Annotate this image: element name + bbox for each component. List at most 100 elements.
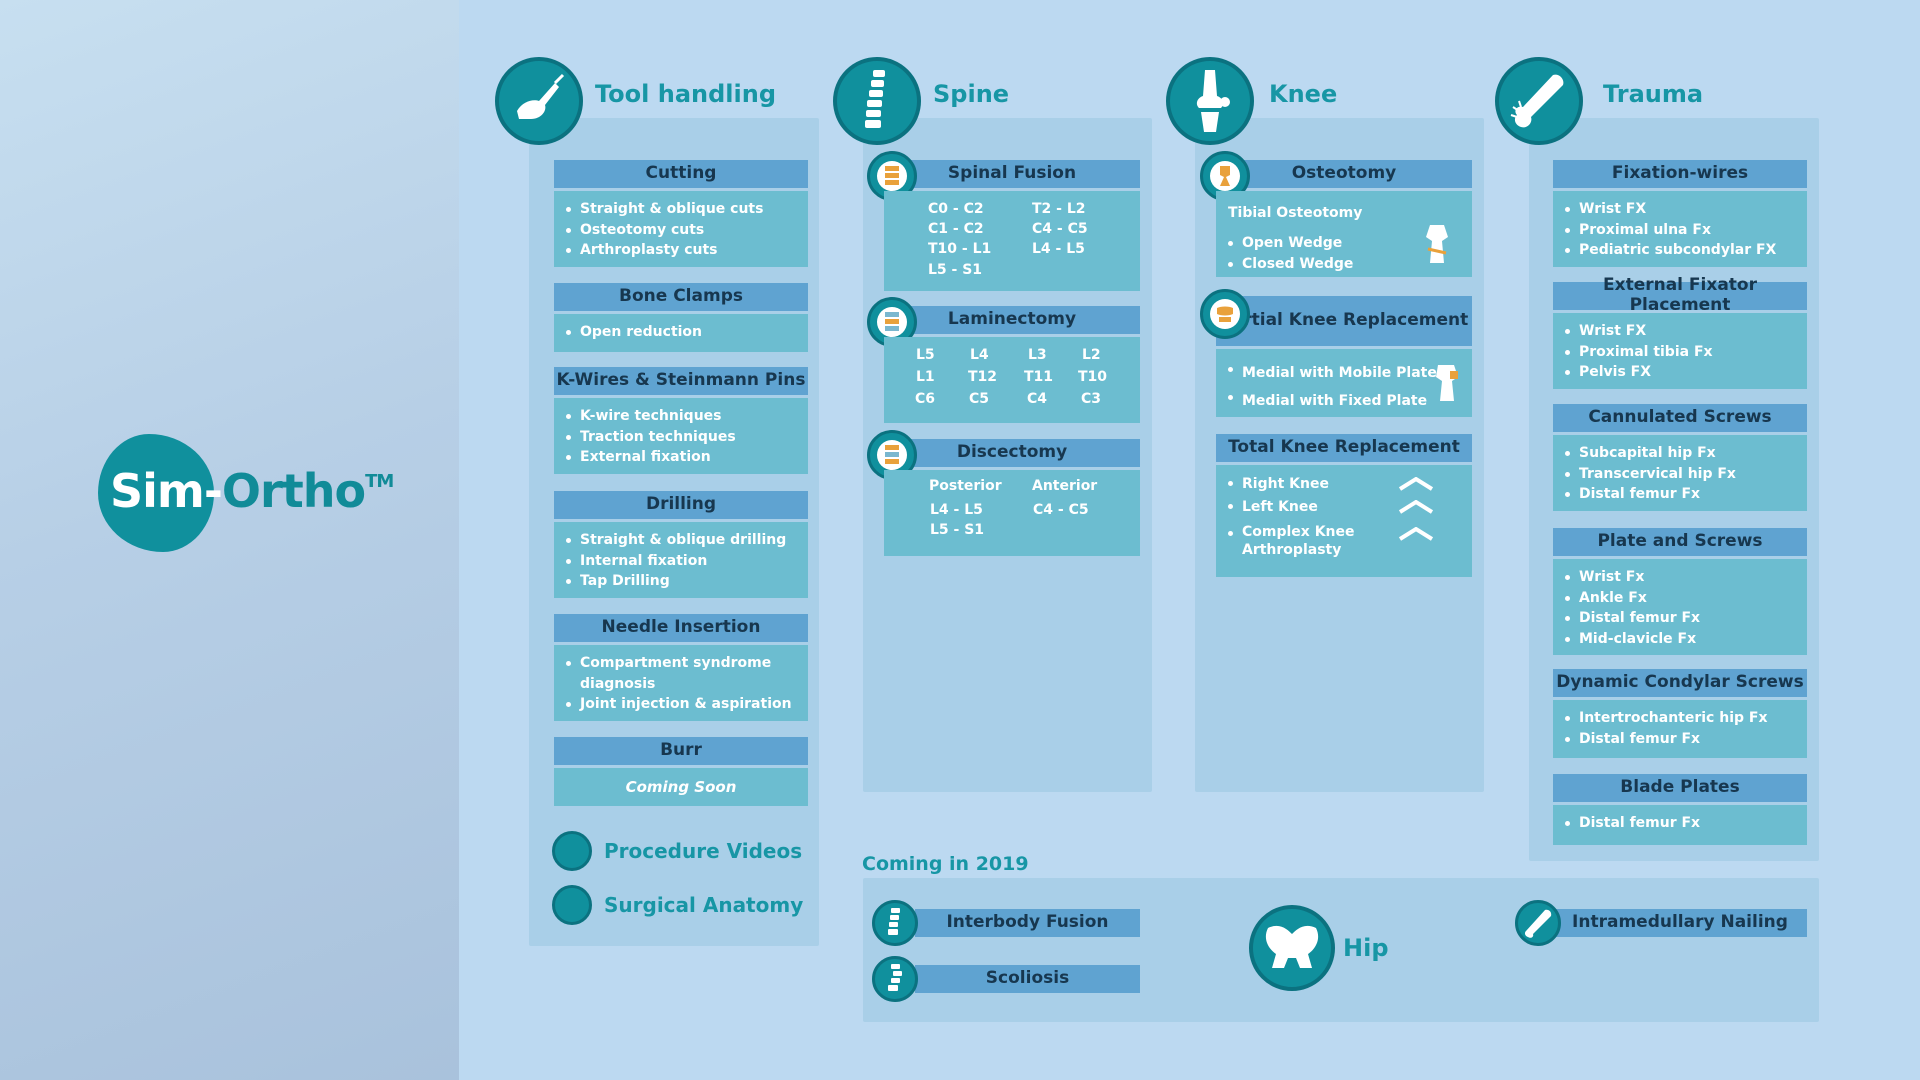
list-item[interactable]: Wrist FX — [1565, 321, 1807, 342]
fusion-level[interactable]: C0 - C2 — [928, 201, 984, 217]
list-item[interactable]: Compartment syndrome diagnosis — [566, 653, 808, 694]
laminectomy-level[interactable]: T12 — [968, 369, 998, 385]
logo-text: Sim-OrthoTM — [110, 464, 394, 518]
burr-header[interactable]: Burr — [554, 737, 808, 765]
partial-knee-header[interactable]: Partial Knee Replacement — [1216, 296, 1472, 346]
list-item[interactable]: Proximal tibia Fx — [1565, 342, 1807, 363]
broken-bone-icon[interactable] — [1495, 57, 1583, 145]
partial-knee-icon[interactable] — [1200, 289, 1250, 339]
list-item[interactable]: Open reduction — [566, 322, 808, 343]
list-item[interactable]: Arthroplasty cuts — [566, 240, 808, 261]
list-item[interactable]: Straight & oblique cuts — [566, 199, 808, 220]
laminectomy-level[interactable]: L2 — [1082, 347, 1101, 363]
k-wires-header[interactable]: K-Wires & Steinmann Pins — [554, 367, 808, 395]
needle-insertion-header[interactable]: Needle Insertion — [554, 614, 808, 642]
fusion-level[interactable]: T10 - L1 — [928, 241, 992, 257]
list-item[interactable]: Closed Wedge — [1228, 254, 1472, 275]
bone-clamps-header[interactable]: Bone Clamps — [554, 283, 808, 311]
laminectomy-level[interactable]: T11 — [1024, 369, 1054, 385]
tool-handling-title[interactable]: Tool handling — [595, 80, 777, 108]
list-item[interactable]: Tap Drilling — [566, 571, 808, 592]
spinal-fusion-header[interactable]: Spinal Fusion — [884, 160, 1140, 188]
list-item[interactable]: Pelvis FX — [1565, 362, 1807, 383]
laminectomy-level[interactable]: L1 — [916, 369, 935, 385]
dynamic-condylar-header[interactable]: Dynamic Condylar Screws — [1553, 669, 1807, 697]
hip-title[interactable]: Hip — [1343, 934, 1389, 962]
fusion-level[interactable]: T2 - L2 — [1032, 201, 1086, 217]
laminectomy-level[interactable]: C3 — [1081, 391, 1102, 407]
list-item[interactable]: Medial with Mobile Plate — [1228, 359, 1472, 387]
external-fixator-header[interactable]: External Fixator Placement — [1553, 276, 1807, 315]
blade-plates-header[interactable]: Blade Plates — [1553, 774, 1807, 802]
knee-joint-icon[interactable] — [1166, 57, 1254, 145]
spine-icon[interactable] — [833, 57, 921, 145]
laminectomy-level[interactable]: T10 — [1078, 369, 1108, 385]
nailing-bone-icon[interactable] — [1515, 900, 1561, 946]
fusion-level[interactable]: L5 - S1 — [928, 262, 983, 278]
discectomy-level[interactable]: L4 - L5 — [930, 502, 983, 518]
list-item[interactable]: Medial with Fixed Plate — [1228, 387, 1472, 415]
drilling-header[interactable]: Drilling — [554, 491, 808, 519]
surgical-anatomy-icon[interactable] — [552, 885, 592, 925]
cutting-header[interactable]: Cutting — [554, 160, 808, 188]
list-item[interactable]: Traction techniques — [566, 427, 808, 448]
list-item[interactable]: Wrist Fx — [1565, 567, 1807, 588]
discectomy-level[interactable]: C4 - C5 — [1033, 502, 1089, 518]
spinal-fusion-body: C0 - C2 C1 - C2 T10 - L1 L5 - S1 T2 - L2… — [884, 191, 1140, 291]
list-item[interactable]: Straight & oblique drilling — [566, 530, 808, 551]
discectomy-level[interactable]: L5 - S1 — [930, 522, 985, 538]
cannulated-screws-header[interactable]: Cannulated Screws — [1553, 404, 1807, 432]
list-item[interactable]: Left Knee — [1228, 496, 1472, 519]
list-item[interactable]: Intertrochanteric hip Fx — [1565, 708, 1807, 729]
knee-title[interactable]: Knee — [1269, 80, 1338, 108]
list-item[interactable]: Proximal ulna Fx — [1565, 220, 1807, 241]
list-item[interactable]: Transcervical hip Fx — [1565, 464, 1807, 485]
laminectomy-level[interactable]: L4 — [970, 347, 989, 363]
trauma-title[interactable]: Trauma — [1603, 80, 1704, 108]
laminectomy-level[interactable]: C5 — [969, 391, 990, 407]
spine-segment-icon[interactable] — [872, 956, 918, 1002]
intramedullary-nailing-header[interactable]: Intramedullary Nailing — [1553, 909, 1807, 937]
fusion-level[interactable]: L4 - L5 — [1032, 241, 1085, 257]
list-item[interactable]: Osteotomy cuts — [566, 220, 808, 241]
list-item[interactable]: Wrist FX — [1565, 199, 1807, 220]
list-item[interactable]: Distal femur Fx — [1565, 484, 1807, 505]
pelvis-icon[interactable] — [1249, 905, 1335, 991]
list-item[interactable]: Complex Knee Arthroplasty — [1228, 523, 1382, 559]
discectomy-body: Posterior Anterior L4 - L5 L5 - S1 C4 - … — [884, 470, 1140, 556]
list-item[interactable]: Open Wedge — [1228, 233, 1472, 254]
list-item[interactable]: Subcapital hip Fx — [1565, 443, 1807, 464]
plate-and-screws-header[interactable]: Plate and Screws — [1553, 528, 1807, 556]
laminectomy-header[interactable]: Laminectomy — [884, 306, 1140, 334]
osteotomy-header[interactable]: Osteotomy — [1216, 160, 1472, 188]
fusion-level[interactable]: C4 - C5 — [1032, 221, 1088, 237]
list-item[interactable]: Pediatric subcondylar FX — [1565, 240, 1807, 261]
list-item[interactable]: K-wire techniques — [566, 406, 808, 427]
laminectomy-level[interactable]: L3 — [1028, 347, 1047, 363]
list-item[interactable]: Right Knee — [1228, 473, 1472, 496]
spine-segment-icon[interactable] — [872, 900, 918, 946]
laminectomy-level[interactable]: C4 — [1027, 391, 1048, 407]
list-item[interactable]: Distal femur Fx — [1565, 608, 1807, 629]
interbody-fusion-header[interactable]: Interbody Fusion — [915, 909, 1140, 937]
discectomy-header[interactable]: Discectomy — [884, 439, 1140, 467]
list-item[interactable]: External fixation — [566, 447, 808, 468]
hand-tool-icon[interactable] — [495, 57, 583, 145]
list-item[interactable]: Distal femur Fx — [1565, 813, 1807, 834]
list-item[interactable]: Joint injection & aspiration — [566, 694, 808, 715]
procedure-videos-icon[interactable] — [552, 831, 592, 871]
list-item[interactable]: Internal fixation — [566, 551, 808, 572]
procedure-videos-link[interactable]: Procedure Videos — [604, 839, 803, 863]
list-item[interactable]: Distal femur Fx — [1565, 729, 1807, 750]
list-item[interactable]: Mid-clavicle Fx — [1565, 629, 1807, 650]
spine-title[interactable]: Spine — [933, 80, 1010, 108]
laminectomy-level[interactable]: L5 — [916, 347, 935, 363]
surgical-anatomy-link[interactable]: Surgical Anatomy — [604, 893, 804, 917]
laminectomy-body: L5 L4 L3 L2 L1 T12 T11 T10 C6 C5 C4 C3 — [884, 337, 1140, 423]
fusion-level[interactable]: C1 - C2 — [928, 221, 984, 237]
list-item[interactable]: Ankle Fx — [1565, 588, 1807, 609]
fixation-wires-header[interactable]: Fixation-wires — [1553, 160, 1807, 188]
total-knee-header[interactable]: Total Knee Replacement — [1216, 434, 1472, 462]
scoliosis-header[interactable]: Scoliosis — [915, 965, 1140, 993]
laminectomy-level[interactable]: C6 — [915, 391, 936, 407]
